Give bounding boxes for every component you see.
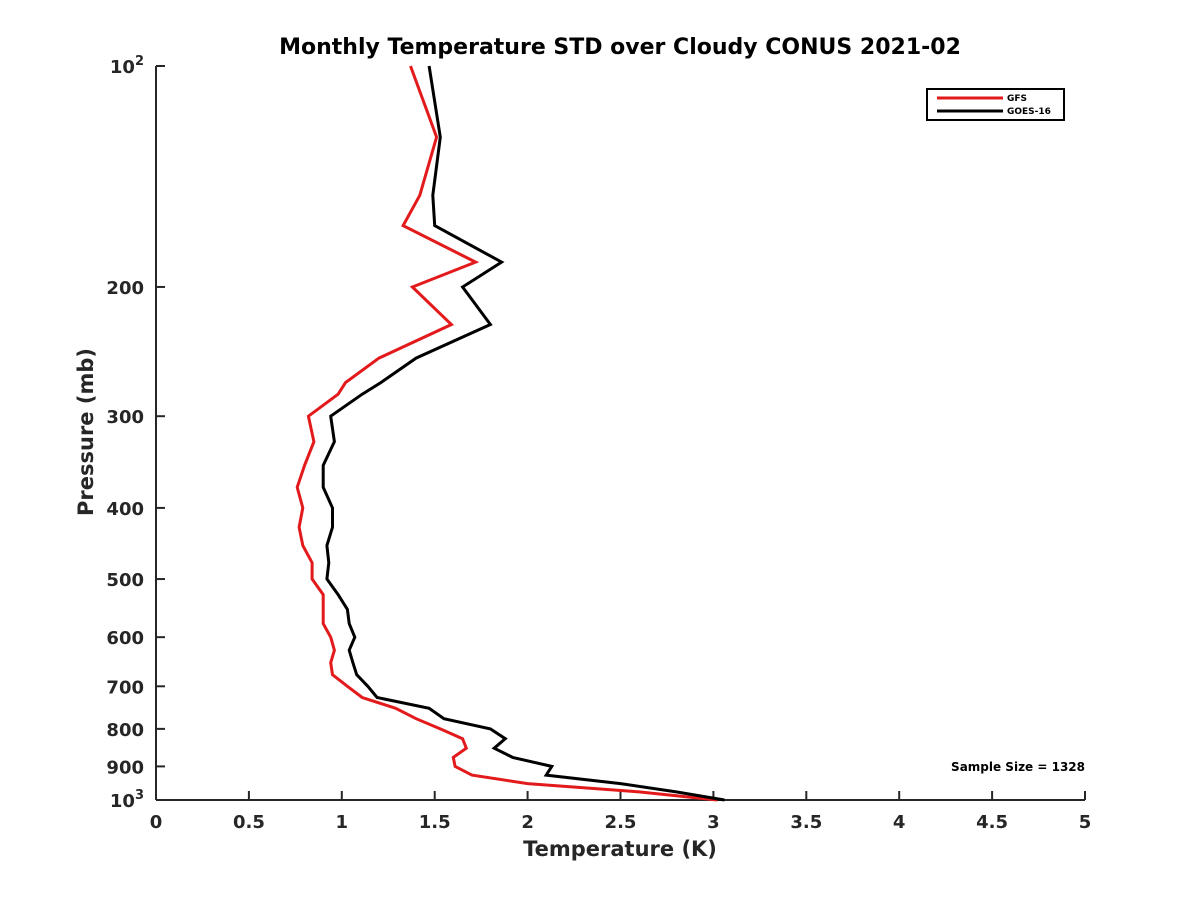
y-tick-label: 700 [106,677,144,698]
x-tick-label: 3 [707,812,720,833]
x-tick-label: 0.5 [233,812,265,833]
y-tick-label: 300 [106,407,144,428]
legend: GFS GOES-16 [926,88,1065,121]
y-axis-label: Pressure (mb) [74,348,98,516]
y-tick-label: 800 [106,720,144,741]
y-tick-label: 400 [106,499,144,520]
x-tick-label: 4.5 [976,812,1008,833]
legend-label-goes-16: GOES-16 [1007,107,1051,117]
x-tick-label: 4 [893,812,906,833]
plot-area: 0 0.5 1 1.5 2 2.5 3 3.5 4 4.5 5 102 200 300 400 500 600 7… [106,54,1091,833]
y-tick-label: 500 [106,570,144,591]
chart-title: Monthly Temperature STD over Cloudy CONU… [279,35,961,60]
y-tick-label: 900 [106,757,144,778]
x-tick-label: 5 [1079,812,1092,833]
x-tick-label: 1 [336,812,349,833]
x-tick-label: 3.5 [790,812,822,833]
x-axis-label: Temperature (K) [523,837,717,861]
x-tick-label: 2 [521,812,534,833]
sample-size-annotation: Sample Size = 1328 [951,760,1085,774]
series-line-goes-16 [321,65,725,802]
series-line-gfs [295,65,718,802]
legend-label-gfs: GFS [1007,94,1027,104]
y-tick-label: 102 [110,54,144,78]
legend-box [926,88,1065,121]
x-tick-label: 1.5 [419,812,451,833]
y-tick-label: 600 [106,628,144,649]
y-tick-label: 103 [110,788,144,812]
x-tick-label: 0 [150,812,163,833]
y-tick-label: 200 [106,278,144,299]
x-tick-label: 2.5 [605,812,637,833]
